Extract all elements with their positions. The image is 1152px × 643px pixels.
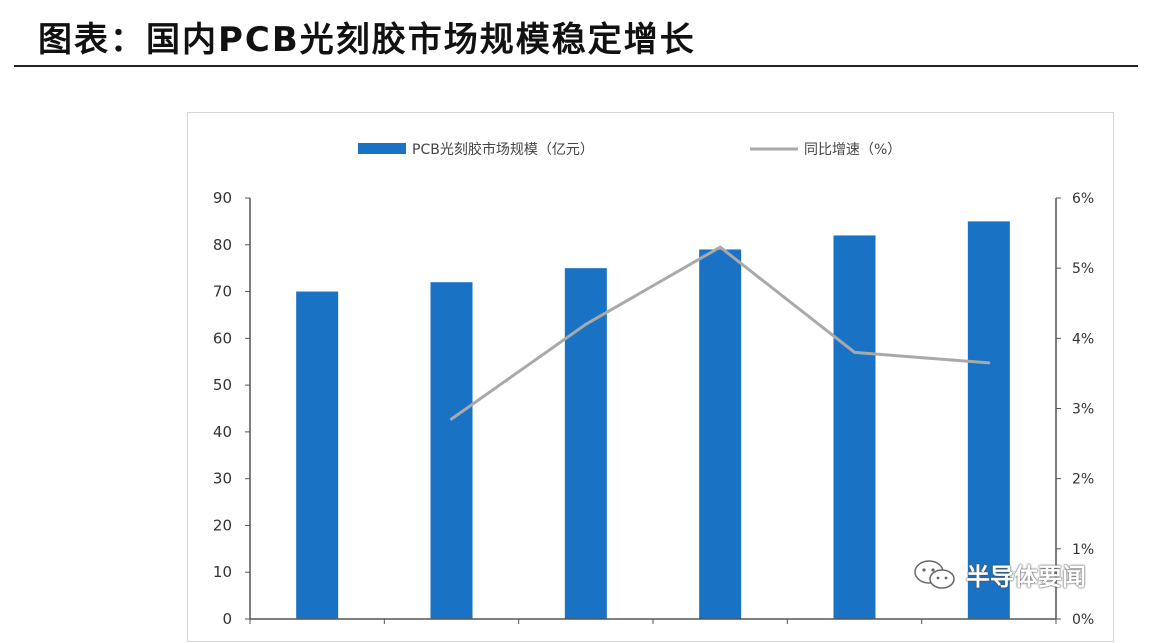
y-left-tick-label: 60 (213, 329, 232, 347)
bar-1 (431, 282, 473, 619)
y-left-tick-label: 20 (213, 516, 232, 534)
y-right-tick-label: 2% (1072, 472, 1094, 488)
watermark: 半导体要闻 (912, 557, 1086, 592)
bar-0 (296, 292, 338, 619)
y-right-tick-label: 1% (1072, 542, 1094, 558)
y-left-tick-label: 40 (213, 423, 232, 441)
wechat-icon (912, 558, 958, 592)
y-right-tick-label: 5% (1072, 261, 1094, 277)
y-right-tick-label: 0% (1072, 612, 1094, 628)
legend-bar-label: PCB光刻胶市场规模（亿元） (412, 141, 594, 158)
legend-line-label: 同比增速（%） (804, 142, 901, 158)
bar-3 (699, 249, 741, 619)
y-left-tick-label: 0 (222, 610, 232, 628)
y-left-tick-label: 90 (213, 189, 232, 207)
y-right-tick-label: 4% (1072, 331, 1094, 347)
y-left-tick-label: 30 (213, 470, 232, 488)
y-left-tick-label: 70 (213, 283, 232, 301)
page-title: 图表：国内PCB光刻胶市场规模稳定增长 (38, 12, 696, 61)
y-left-tick-label: 50 (213, 376, 232, 394)
y-right-tick-label: 3% (1072, 402, 1094, 418)
legend: PCB光刻胶市场规模（亿元） 同比增速（%） (358, 141, 901, 158)
legend-bar-swatch (358, 143, 406, 154)
title-divider (14, 65, 1138, 67)
y-right-tick-label: 6% (1072, 191, 1094, 207)
y-left-tick-label: 80 (213, 236, 232, 254)
bar-4 (834, 235, 876, 619)
bars-layer (296, 221, 1010, 619)
y-left-tick-label: 10 (213, 563, 232, 581)
watermark-text: 半导体要闻 (966, 557, 1086, 592)
bar-2 (565, 268, 607, 619)
